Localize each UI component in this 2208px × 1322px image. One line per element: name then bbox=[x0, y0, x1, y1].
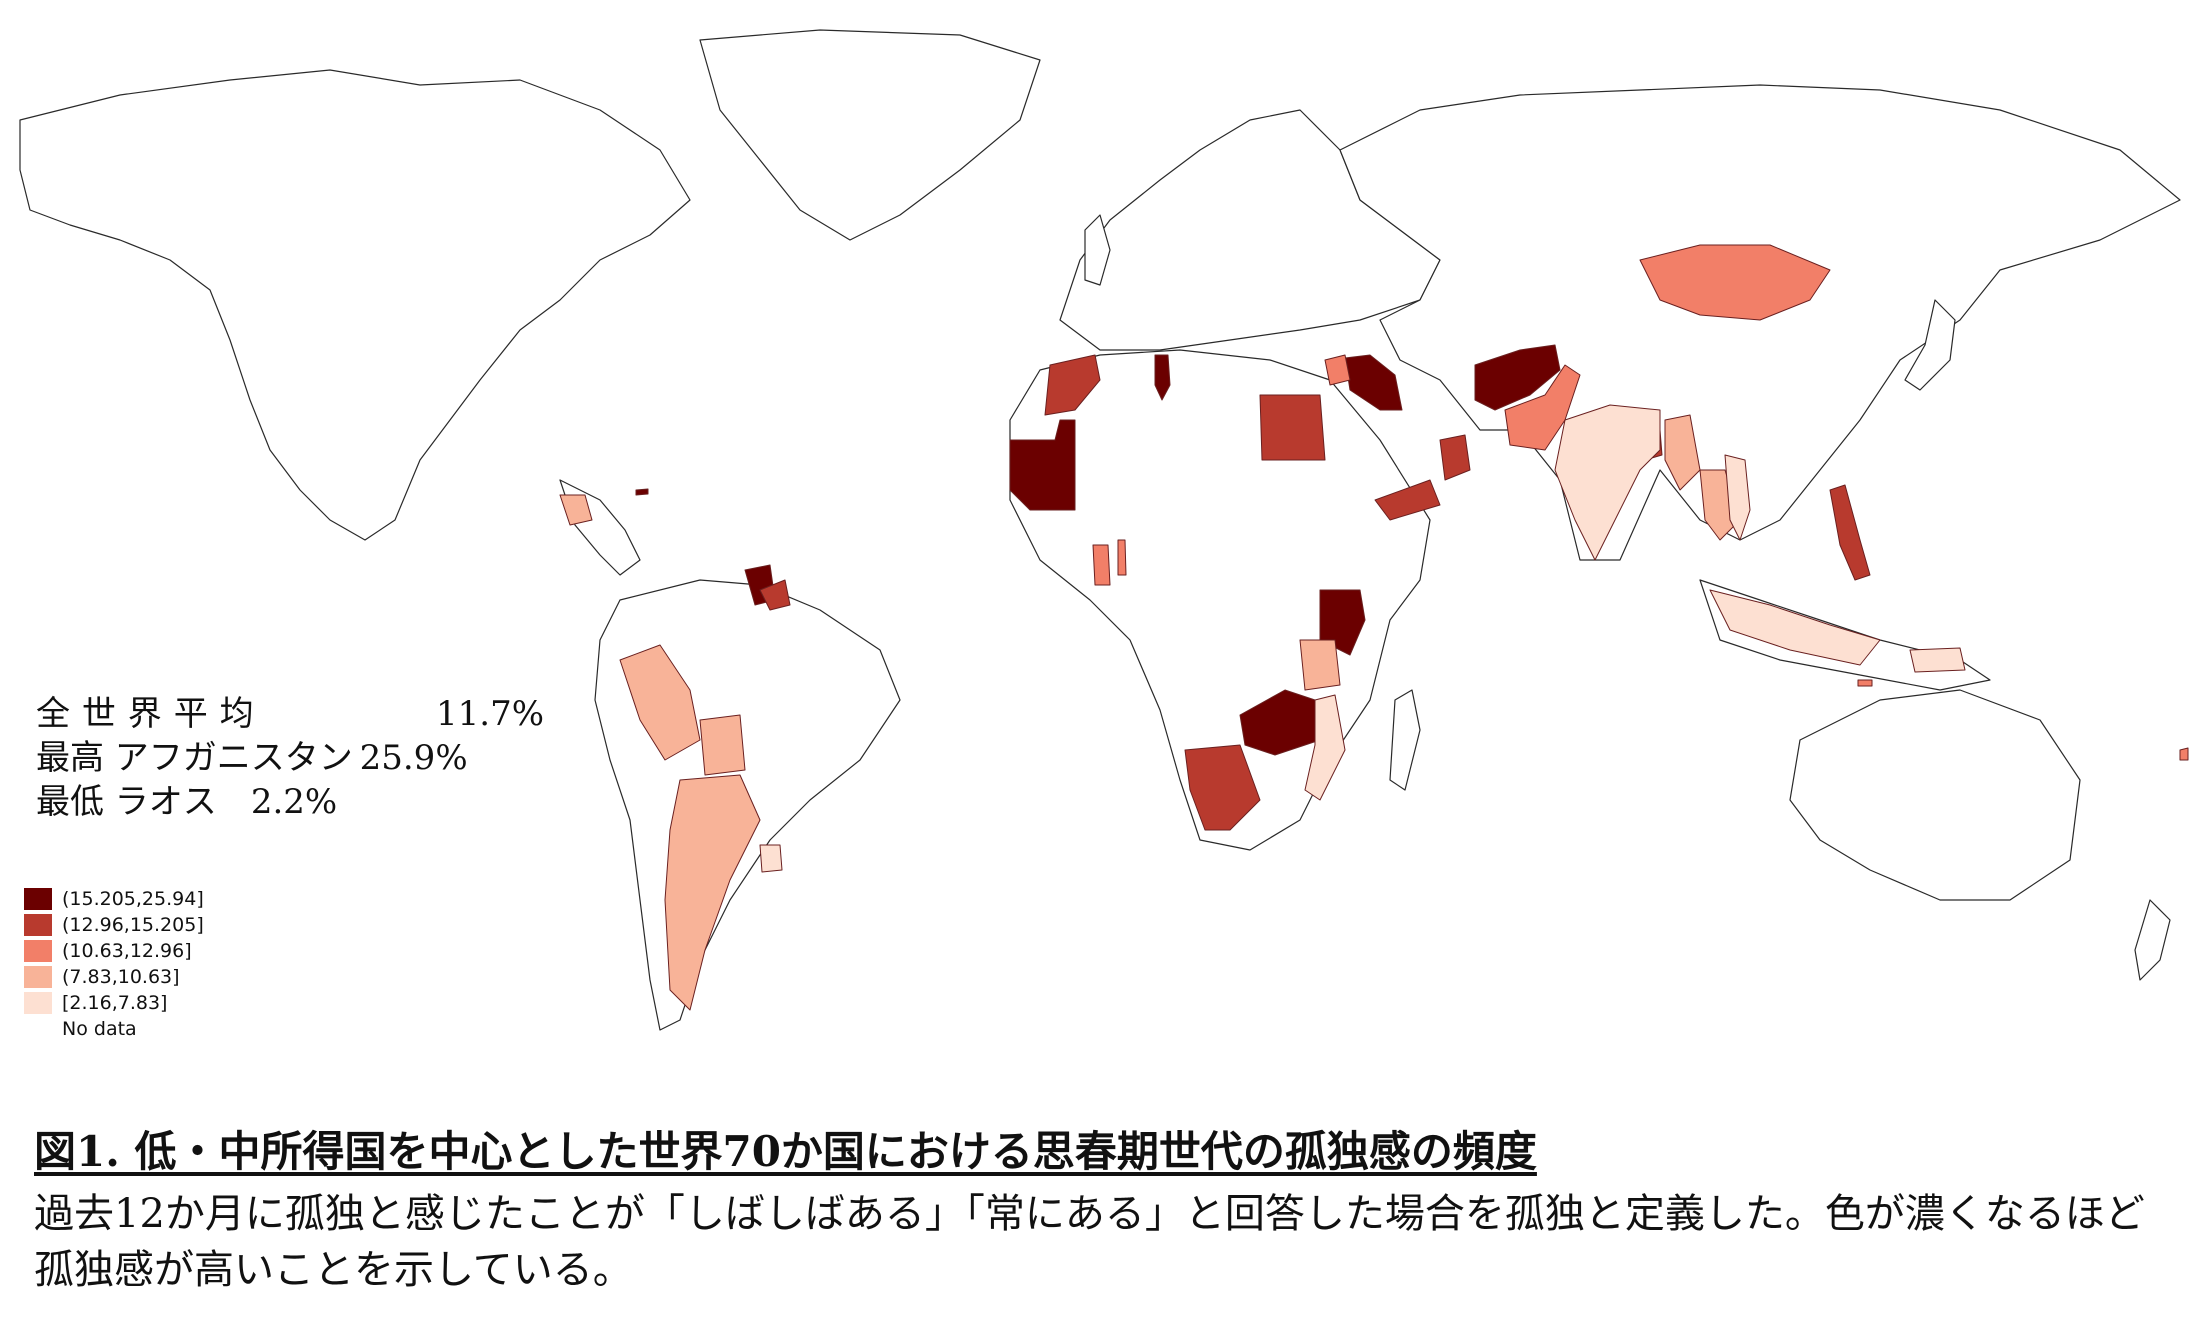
legend-item: No data bbox=[24, 1016, 204, 1042]
legend-label: (10.63,12.96] bbox=[62, 940, 192, 962]
max-label: 最高 アフガニスタン bbox=[36, 738, 353, 778]
summary-stats: 全世界平均 11.7% 最高 アフガニスタン 25.9% 最低 ラオス 2.2% bbox=[36, 692, 544, 824]
uruguay bbox=[759, 844, 783, 873]
legend-swatch bbox=[24, 1018, 52, 1040]
morocco bbox=[1044, 354, 1101, 416]
guatemala-honduras bbox=[559, 494, 593, 526]
legend-label: (12.96,15.205] bbox=[62, 914, 204, 936]
argentina bbox=[664, 774, 761, 1011]
laos-vietnam bbox=[1724, 454, 1751, 541]
legend-swatch bbox=[24, 940, 52, 962]
legend-label: [2.16,7.83] bbox=[62, 992, 168, 1014]
data-countries bbox=[559, 244, 2189, 1011]
afghanistan bbox=[1474, 344, 1561, 411]
mozambique-malawi bbox=[1304, 694, 1346, 801]
papua bbox=[1909, 647, 1966, 673]
namibia bbox=[1184, 744, 1261, 831]
myanmar bbox=[1664, 414, 1701, 491]
mongolia bbox=[1639, 244, 1831, 321]
jamaica bbox=[635, 488, 649, 496]
new-zealand bbox=[2134, 899, 2171, 981]
madagascar bbox=[1389, 689, 1421, 791]
legend-label: (15.205,25.94] bbox=[62, 888, 204, 910]
legend-item: (10.63,12.96] bbox=[24, 938, 204, 964]
figure-caption: 図1. 低・中所得国を中心とした世界70か国における思春期世代の孤独感の頻度 過… bbox=[34, 1124, 2184, 1298]
peru bbox=[619, 644, 701, 761]
min-row: 最低 ラオス 2.2% bbox=[36, 780, 544, 824]
legend-swatch bbox=[24, 966, 52, 988]
asia bbox=[1339, 84, 2181, 561]
japan bbox=[1904, 299, 1956, 391]
legend-item: (7.83,10.63] bbox=[24, 964, 204, 990]
timor bbox=[1857, 679, 1873, 687]
map-legend: (15.205,25.94] (12.96,15.205] (10.63,12.… bbox=[24, 886, 204, 1042]
legend-item: (15.205,25.94] bbox=[24, 886, 204, 912]
britain bbox=[1084, 214, 1111, 286]
figure-description: 過去12か月に孤独と感じたことが「しばしばある」「常にある」と回答した場合を孤独… bbox=[34, 1191, 2145, 1293]
philippines bbox=[1829, 484, 1871, 581]
legend-item: (12.96,15.205] bbox=[24, 912, 204, 938]
world-average-row: 全世界平均 11.7% bbox=[36, 692, 544, 736]
legend-item: [2.16,7.83] bbox=[24, 990, 204, 1016]
min-label: 最低 ラオス bbox=[36, 782, 217, 822]
legend-label: No data bbox=[62, 1018, 137, 1040]
lebanon-syria bbox=[1324, 354, 1351, 386]
mauritania bbox=[1009, 419, 1076, 511]
pakistan bbox=[1504, 364, 1581, 451]
legend-swatch bbox=[24, 888, 52, 910]
tanzania bbox=[1299, 639, 1341, 691]
max-row: 最高 アフガニスタン 25.9% bbox=[36, 736, 544, 780]
iraq bbox=[1344, 354, 1403, 411]
australia bbox=[1789, 689, 2081, 901]
world-choropleth-map bbox=[19, 29, 2189, 1031]
tunisia bbox=[1154, 354, 1171, 401]
bolivia bbox=[699, 714, 746, 776]
world-average-value: 11.7% bbox=[436, 694, 545, 734]
legend-swatch bbox=[24, 992, 52, 1014]
greenland bbox=[699, 29, 1041, 241]
world-average-label: 全世界平均 bbox=[36, 694, 266, 734]
egypt bbox=[1259, 394, 1326, 461]
max-value: 25.9% bbox=[359, 738, 468, 778]
figure-title: 図1. 低・中所得国を中心とした世界70か国における思春期世代の孤独感の頻度 bbox=[34, 1127, 1537, 1176]
legend-swatch bbox=[24, 914, 52, 936]
vanuatu bbox=[2179, 747, 2189, 761]
kenya bbox=[1319, 589, 1366, 656]
yemen bbox=[1374, 479, 1441, 521]
legend-label: (7.83,10.63] bbox=[62, 966, 180, 988]
north-america bbox=[19, 69, 691, 541]
central-america bbox=[559, 479, 641, 576]
ghana bbox=[1092, 544, 1111, 586]
min-value: 2.2% bbox=[250, 782, 338, 822]
benin bbox=[1117, 539, 1127, 576]
oman bbox=[1439, 434, 1471, 481]
india bbox=[1554, 404, 1661, 561]
indonesia bbox=[1709, 589, 1881, 666]
guyana bbox=[759, 579, 791, 611]
